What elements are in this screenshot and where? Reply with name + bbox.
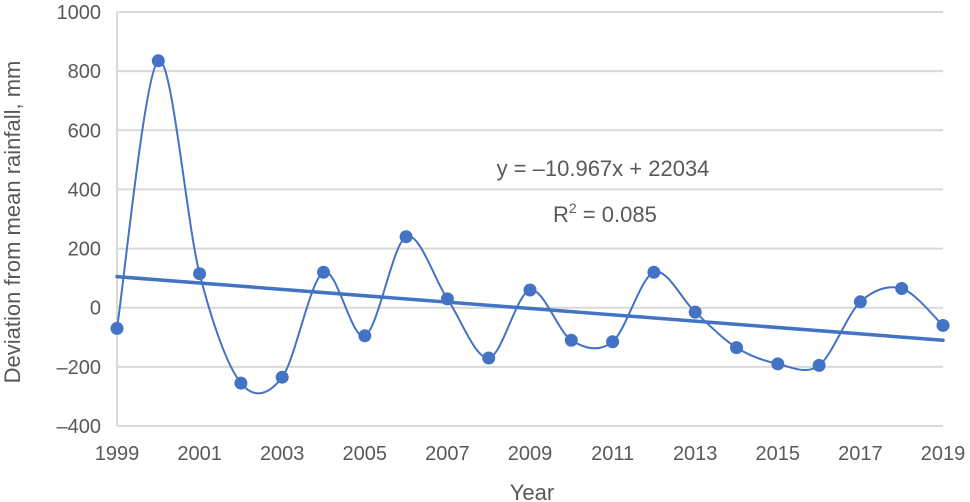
data-point-2016 [812, 358, 826, 372]
r-squared-superscript: 2 [569, 200, 577, 216]
data-point-2015 [771, 357, 785, 371]
data-point-2014 [730, 341, 743, 355]
x-tick-label: 2011 [591, 443, 634, 465]
trendline-group [115, 274, 945, 342]
data-point-2004 [317, 265, 330, 279]
data-point-1999 [110, 321, 124, 335]
data-points [110, 54, 950, 390]
data-point-2002 [234, 376, 248, 390]
trendline [115, 274, 945, 342]
y-tick-label: 0 [90, 298, 101, 320]
trendline-equation: y = –10.967x + 22034 [497, 156, 710, 181]
data-point-2018 [895, 281, 909, 295]
data-point-2007 [440, 292, 454, 306]
data-point-2008 [482, 351, 496, 365]
data-point-2013 [688, 305, 702, 319]
y-tick-label: 1000 [57, 2, 102, 24]
y-tick-label: 200 [68, 239, 101, 261]
y-tick-label: 800 [68, 61, 101, 83]
r-squared-value: = 0.085 [577, 202, 657, 227]
data-point-2003 [275, 370, 289, 384]
x-tick-label: 2003 [260, 443, 305, 465]
x-tick-label: 2017 [838, 443, 883, 465]
x-tick-label: 2013 [673, 443, 718, 465]
y-axis-title: Deviation from mean rainfall, mm [0, 61, 25, 384]
data-point-2011 [606, 335, 620, 349]
x-axis-title: Year [510, 480, 554, 502]
x-tick-label: 2019 [921, 443, 966, 465]
r-squared-label: R2 = 0.085 [553, 200, 657, 227]
x-tick-label: 2009 [508, 443, 553, 465]
data-point-2009 [523, 283, 537, 297]
data-point-2017 [853, 295, 867, 309]
data-point-2005 [358, 329, 372, 343]
y-tick-label: 400 [68, 179, 101, 201]
data-point-2019 [936, 318, 950, 332]
data-point-2000 [151, 54, 165, 68]
series-line [116, 59, 944, 395]
y-tick-label: –400 [57, 416, 102, 438]
y-tick-label: –200 [57, 357, 102, 379]
data-point-2010 [564, 333, 578, 347]
x-tick-labels: 1999 2001 2003 2005 2007 2009 2011 2013 2015 2017… [95, 443, 966, 465]
x-tick-label: 1999 [95, 443, 140, 465]
x-tick-label: 2007 [425, 443, 470, 465]
r-squared-prefix: R [553, 202, 569, 227]
x-tick-label: 2015 [756, 443, 801, 465]
data-point-2001 [193, 267, 207, 281]
series-group [116, 59, 944, 395]
x-tick-label: 2005 [343, 443, 388, 465]
data-point-2006 [399, 230, 413, 244]
y-tick-label: 600 [68, 120, 101, 142]
y-tick-labels: 1000 800 600 400 200 0 –200 –400 [57, 2, 102, 438]
data-point-2012 [647, 265, 661, 279]
x-tick-label: 2001 [177, 443, 222, 465]
